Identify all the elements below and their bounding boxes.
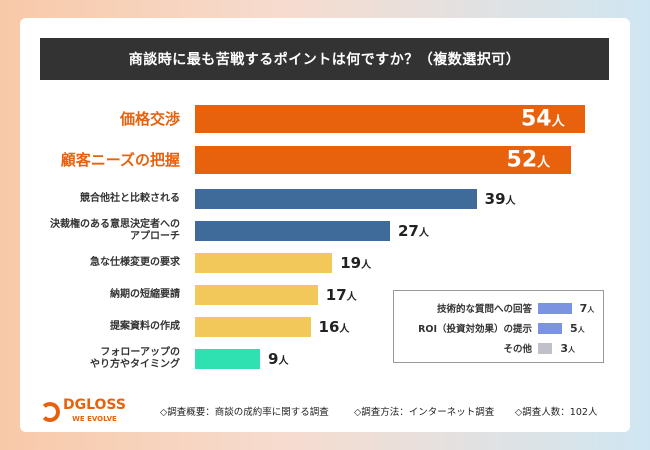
logo-tagline: WE EVOLVE	[72, 415, 117, 423]
logo-icon	[40, 402, 60, 422]
value-label: 27人	[398, 222, 429, 240]
bar	[195, 285, 318, 305]
category-label: 決裁権のある意思決定者への アプローチ	[50, 219, 180, 242]
value-label: 16人	[318, 318, 350, 336]
bar	[195, 105, 585, 133]
others-bar	[538, 342, 553, 354]
category-label: 価格交渉	[119, 110, 180, 128]
category-label: 急な仕様変更の要求	[90, 257, 180, 268]
bar	[195, 317, 311, 337]
chart-title: 商談時に最も苦戦するポイントは何ですか？（複数選択可）	[40, 38, 609, 80]
value-label: 54人	[521, 106, 565, 132]
others-value: 5人	[570, 321, 585, 335]
bar	[195, 189, 477, 209]
others-box: 技術的な質問への回答 7人 ROI（投資対効果）の提示 5人その他 3人	[393, 290, 604, 363]
others-bar	[538, 322, 562, 334]
category-label: 納期の短縮要請	[110, 289, 180, 300]
category-label: 競合他社と比較される	[80, 193, 180, 204]
footer-count: ◇調査人数：102人	[515, 407, 598, 418]
logo: DGLOSS WE EVOLVE	[40, 398, 126, 426]
bar	[195, 349, 260, 369]
value-label: 19人	[340, 254, 372, 272]
value-label: 52人	[506, 147, 551, 173]
others-item: 技術的な質問への回答 7人	[394, 301, 603, 316]
others-value: 7人	[579, 301, 595, 315]
category-label: 顧客ニーズの把握	[60, 151, 180, 169]
footer-method: ◇調査方法：インターネット調査	[354, 407, 495, 418]
others-bar	[538, 302, 572, 314]
others-label: ROI（投資対効果）の提示	[418, 324, 532, 335]
bar	[195, 253, 333, 273]
bar	[195, 146, 571, 174]
category-label: フォローアップの やり方やタイミング	[90, 347, 180, 370]
value-label: 9人	[268, 350, 289, 368]
value-label: 17人	[325, 286, 357, 304]
logo-name: DGLOSS	[63, 397, 126, 413]
bar	[195, 221, 390, 241]
others-value: 3人	[560, 341, 576, 355]
value-label: 39人	[484, 190, 516, 208]
others-label: 技術的な質問への回答	[436, 304, 532, 315]
category-label: 提案資料の作成	[110, 321, 180, 332]
others-item: ROI（投資対効果）の提示 5人	[394, 321, 603, 336]
footer-overview: ◇調査概要：商談の成約率に関する調査	[160, 407, 329, 418]
others-label: その他	[503, 344, 532, 355]
others-item: その他 3人	[394, 341, 603, 356]
